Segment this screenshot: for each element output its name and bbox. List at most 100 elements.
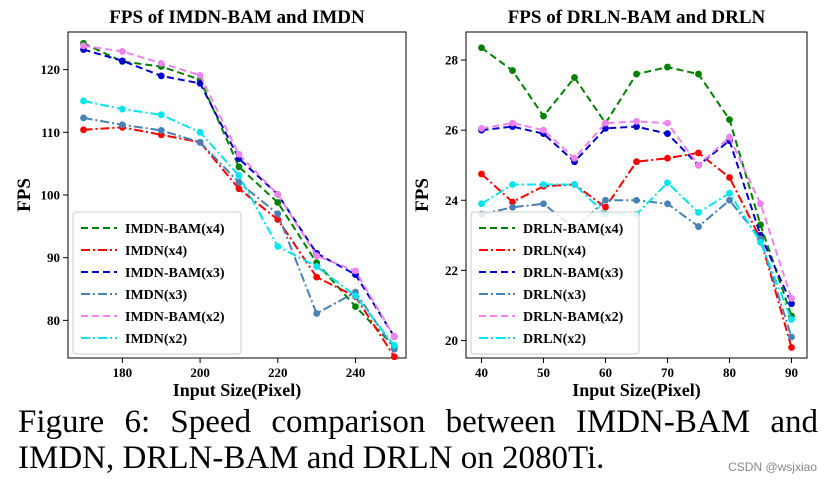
legend-box bbox=[470, 211, 640, 355]
data-point bbox=[571, 181, 578, 188]
legend-entry: IMDN-BAM(x4) bbox=[125, 222, 225, 237]
data-point bbox=[757, 238, 764, 246]
data-point bbox=[313, 273, 321, 281]
series-line bbox=[83, 100, 396, 347]
data-point bbox=[118, 48, 126, 55]
data-point bbox=[788, 344, 795, 351]
data-point bbox=[274, 190, 282, 198]
legend-entry: IMDN-BAM(x3) bbox=[125, 266, 225, 281]
chart-title: FPS of IMDN-BAM and IMDN bbox=[109, 7, 365, 28]
data-point bbox=[196, 80, 204, 87]
data-point bbox=[664, 200, 671, 208]
data-point bbox=[664, 154, 671, 162]
data-point bbox=[602, 124, 609, 132]
data-point bbox=[664, 179, 671, 187]
data-point bbox=[757, 200, 764, 208]
data-point bbox=[540, 112, 547, 120]
data-point bbox=[540, 181, 547, 188]
data-point bbox=[313, 252, 321, 260]
data-point bbox=[118, 121, 126, 129]
data-point bbox=[390, 342, 398, 349]
data-point bbox=[274, 210, 282, 218]
x-tick-label: 220 bbox=[268, 365, 288, 380]
x-tick-label: 40 bbox=[475, 365, 488, 380]
series-line bbox=[83, 44, 396, 338]
data-point bbox=[390, 333, 398, 341]
y-tick-label: 110 bbox=[41, 125, 60, 140]
legend-entry: IMDN(x4) bbox=[125, 244, 188, 259]
y-tick-label: 80 bbox=[47, 313, 60, 328]
data-point bbox=[390, 353, 398, 361]
data-point bbox=[726, 189, 733, 197]
figure-caption: Figure 6: Speed comparison between IMDN-… bbox=[18, 404, 818, 476]
data-point bbox=[118, 105, 126, 113]
data-point bbox=[788, 316, 795, 323]
chart-1: FPS of IMDN-BAM and IMDN 180 200 220 240 80 90… bbox=[14, 7, 407, 400]
figure: FPS of IMDN-BAM and IMDN 180 200 220 240 80 90… bbox=[14, 7, 808, 400]
data-point bbox=[80, 114, 87, 122]
data-point bbox=[726, 116, 733, 124]
data-point bbox=[157, 59, 165, 67]
data-point bbox=[509, 198, 516, 206]
data-point bbox=[633, 196, 640, 204]
data-point bbox=[157, 72, 165, 80]
data-point bbox=[695, 209, 702, 216]
data-point bbox=[633, 70, 640, 78]
series-DRLN-BAM(x2) bbox=[478, 117, 795, 302]
data-point bbox=[788, 333, 795, 341]
data-point bbox=[196, 71, 204, 79]
data-point bbox=[633, 123, 640, 131]
y-tick-label: 90 bbox=[47, 250, 60, 265]
legend-entry: DRLN(x3) bbox=[523, 288, 586, 303]
data-point bbox=[602, 203, 609, 211]
data-point bbox=[788, 295, 795, 302]
data-point bbox=[274, 199, 282, 206]
legend-entry: IMDN-BAM(x2) bbox=[125, 310, 225, 325]
data-point bbox=[80, 126, 87, 134]
data-point bbox=[80, 97, 87, 105]
chart-title: FPS of DRLN-BAM and DRLN bbox=[508, 7, 766, 28]
series-line bbox=[83, 42, 396, 348]
data-point bbox=[235, 150, 243, 158]
watermark: CSDN @wsjxiao bbox=[728, 460, 817, 474]
x-tick-label: 180 bbox=[113, 365, 133, 380]
chart-2: FPS of DRLN-BAM and DRLN 40 50 60 70 80 90 20 22… bbox=[412, 7, 808, 400]
series-IMDN-BAM(x2) bbox=[80, 42, 398, 341]
data-point bbox=[478, 170, 485, 178]
y-axis-label: FPS bbox=[14, 178, 35, 212]
legend-entry: DRLN(x2) bbox=[523, 332, 586, 347]
x-tick-label: 80 bbox=[723, 365, 736, 380]
data-point bbox=[478, 124, 485, 132]
legend-entry: DRLN-BAM(x3) bbox=[523, 266, 624, 281]
data-point bbox=[274, 243, 282, 250]
data-point bbox=[726, 174, 733, 181]
data-point bbox=[540, 126, 547, 134]
y-axis-label: FPS bbox=[412, 178, 433, 212]
data-point bbox=[695, 161, 702, 169]
y-tick-label: 120 bbox=[41, 62, 61, 77]
legend-entry: DRLN-BAM(x2) bbox=[523, 310, 624, 325]
data-point bbox=[726, 133, 733, 141]
data-point bbox=[664, 119, 671, 127]
x-tick-label: 50 bbox=[537, 365, 550, 380]
data-point bbox=[313, 310, 321, 317]
y-tick-label: 24 bbox=[445, 193, 459, 208]
data-point bbox=[571, 74, 578, 81]
data-point bbox=[664, 130, 671, 138]
data-point bbox=[118, 57, 126, 65]
data-point bbox=[157, 111, 165, 119]
data-point bbox=[352, 303, 359, 310]
data-point bbox=[695, 223, 702, 230]
y-tick-label: 22 bbox=[445, 263, 458, 278]
data-point bbox=[313, 263, 321, 270]
y-tick-label: 28 bbox=[445, 53, 459, 68]
data-point bbox=[633, 117, 640, 125]
x-axis-label: Input Size(Pixel) bbox=[173, 380, 302, 400]
data-point bbox=[633, 158, 640, 166]
data-point bbox=[478, 200, 485, 208]
data-point bbox=[352, 292, 359, 300]
series-IMDN(x2) bbox=[80, 97, 398, 349]
x-tick-label: 90 bbox=[785, 365, 798, 380]
series-IMDN(x3) bbox=[80, 114, 398, 353]
data-point bbox=[235, 179, 243, 186]
